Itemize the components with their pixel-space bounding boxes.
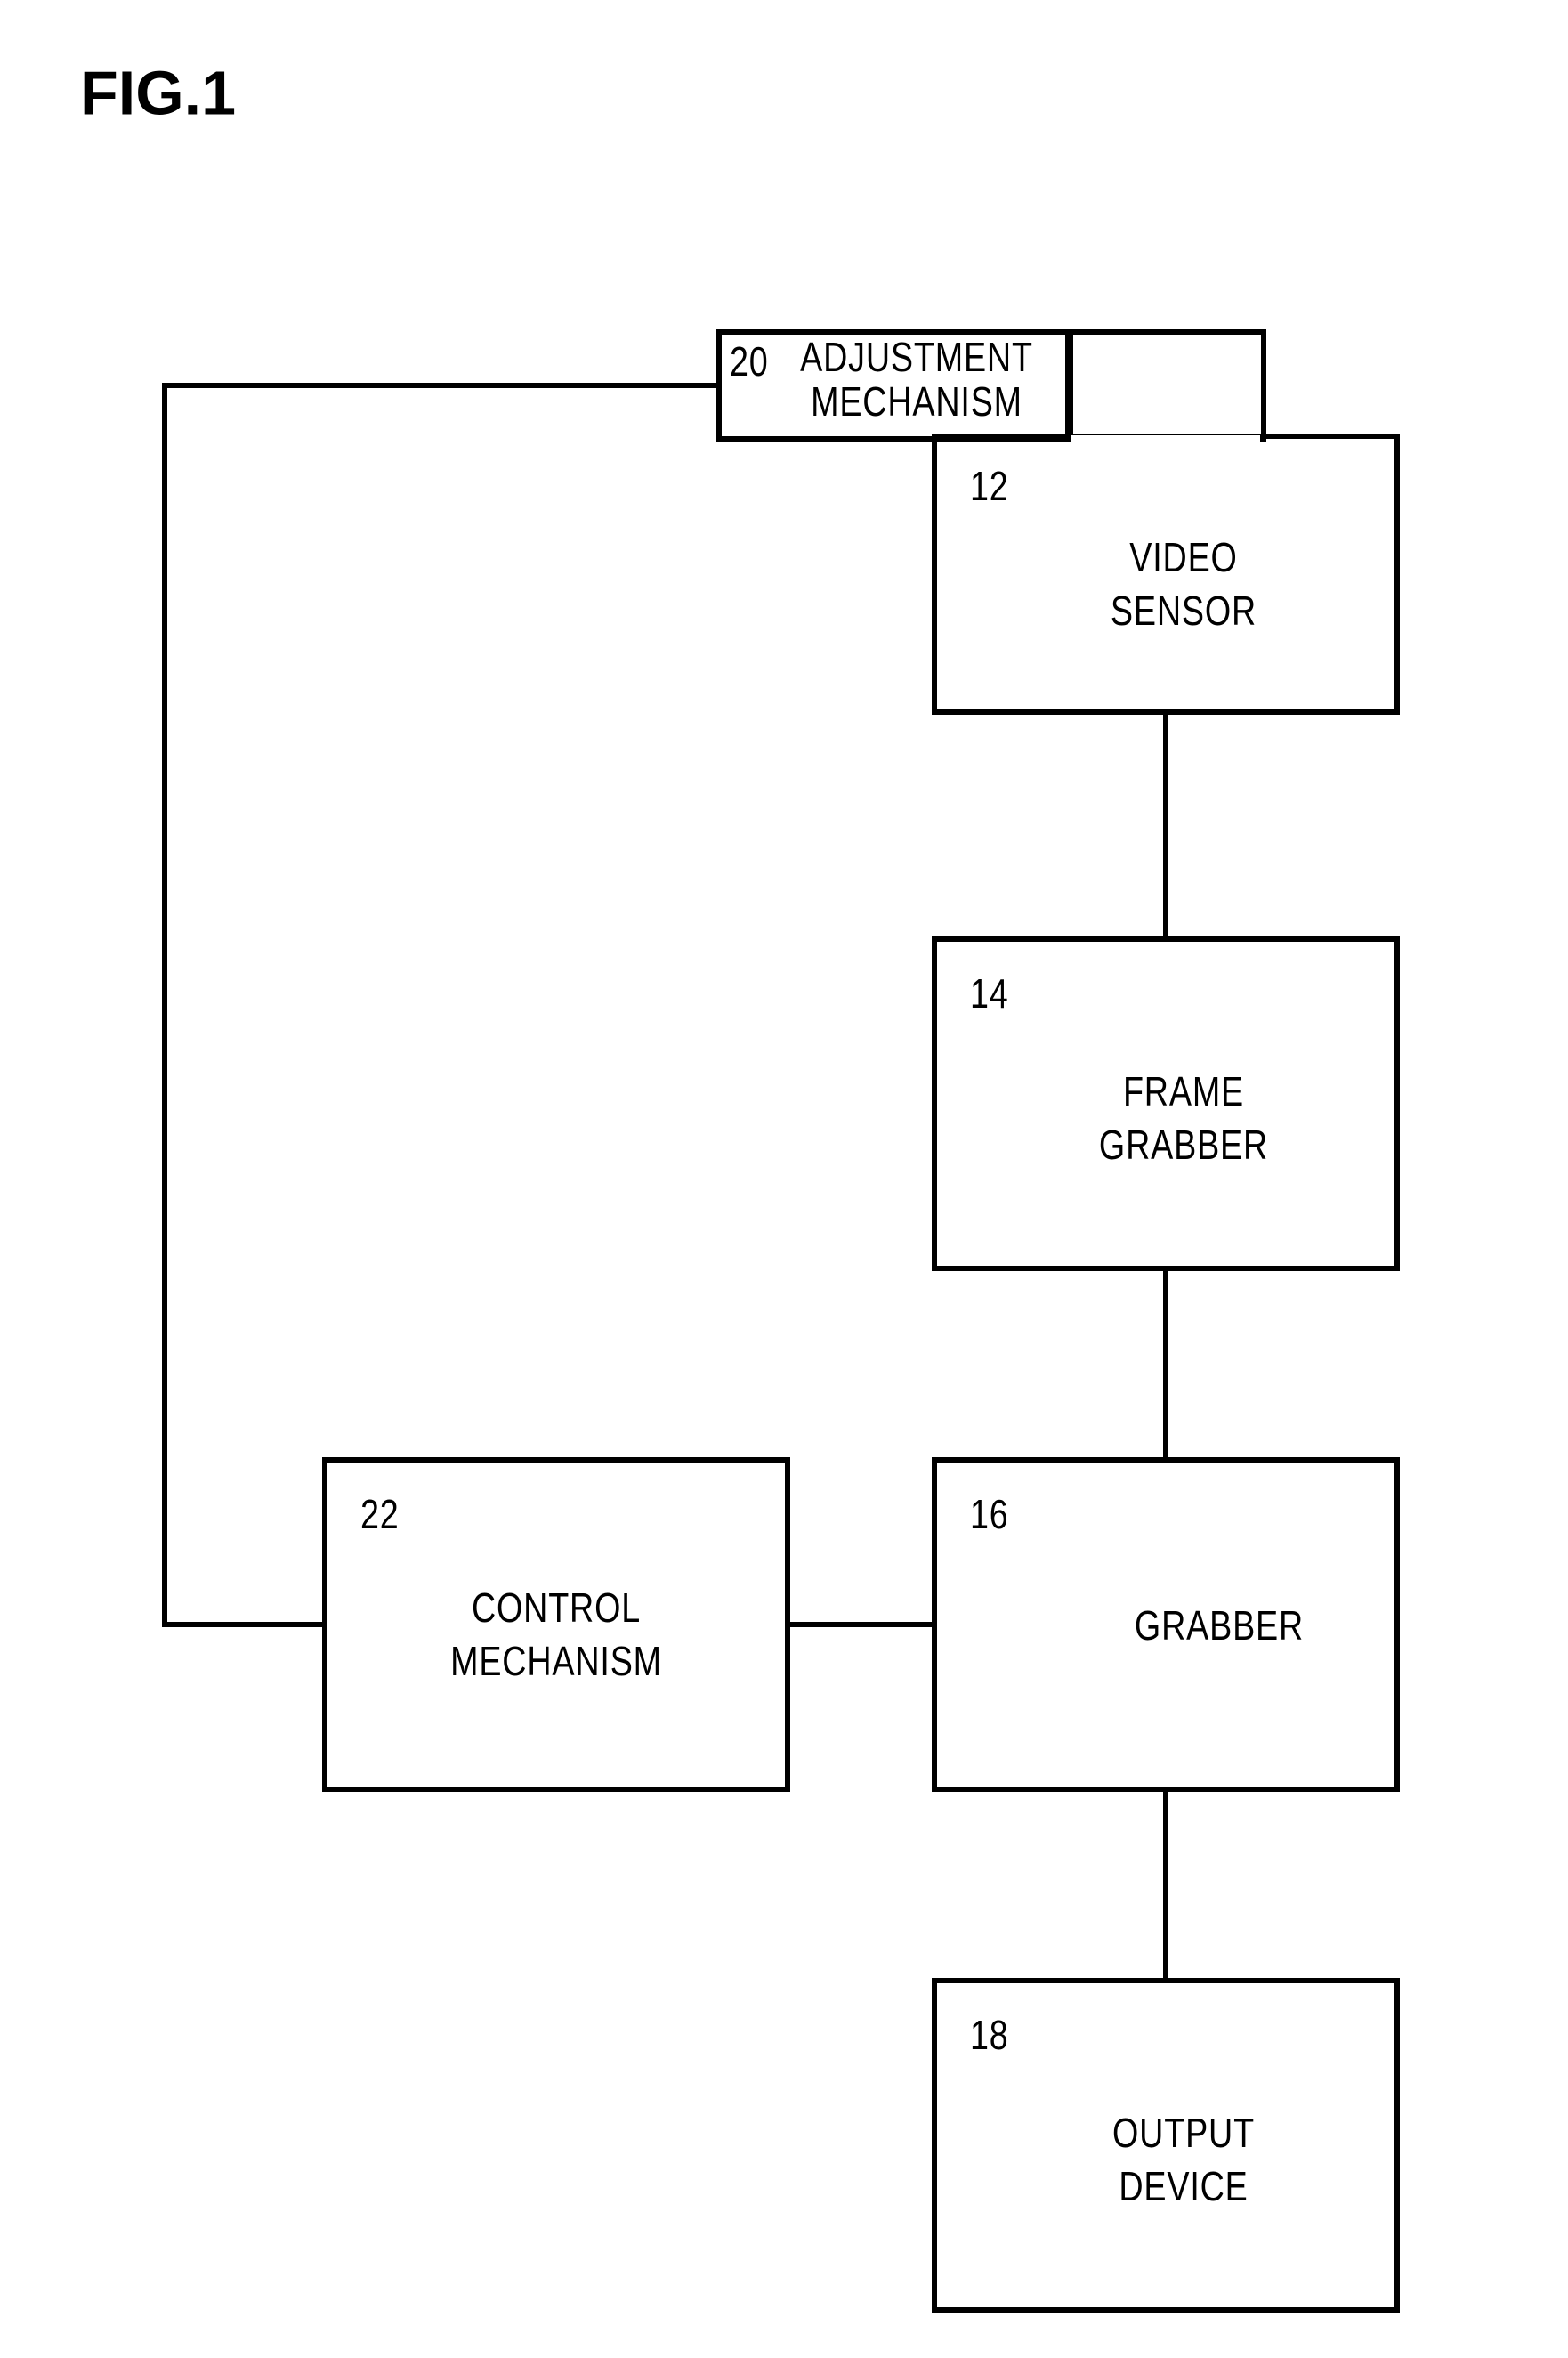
figure-1-diagram: FIG.1 20 ADJUSTMENT MECHANISM 12 VIDEO S… — [0, 0, 1568, 2358]
figure-title: FIG.1 — [80, 58, 236, 127]
frame-ref-number: 14 — [970, 971, 1009, 1017]
out-label-line2: DEVICE — [1119, 2164, 1248, 2209]
ctrl-label-line2: MECHANISM — [450, 1639, 662, 1684]
frame-label-line2: GRABBER — [1099, 1122, 1268, 1168]
video-label-line1: VIDEO — [1129, 535, 1237, 580]
frame-label-line1: FRAME — [1123, 1069, 1244, 1114]
out-ref-number: 18 — [970, 2013, 1009, 2058]
ctrl-label-line1: CONTROL — [472, 1585, 641, 1631]
grab-label-line1: GRABBER — [1135, 1603, 1304, 1649]
video-ref-number: 12 — [970, 464, 1009, 509]
adj-label-line2: MECHANISM — [811, 379, 1022, 425]
ctrl-ref-number: 22 — [360, 1492, 400, 1537]
video-label-line2: SENSOR — [1111, 588, 1257, 634]
adj-ref-number: 20 — [730, 339, 769, 385]
grab-ref-number: 16 — [970, 1492, 1009, 1537]
adj-label-line1: ADJUSTMENT — [800, 335, 1033, 380]
out-label-line1: OUTPUT — [1112, 2111, 1255, 2156]
diagram-background — [0, 0, 1568, 2358]
